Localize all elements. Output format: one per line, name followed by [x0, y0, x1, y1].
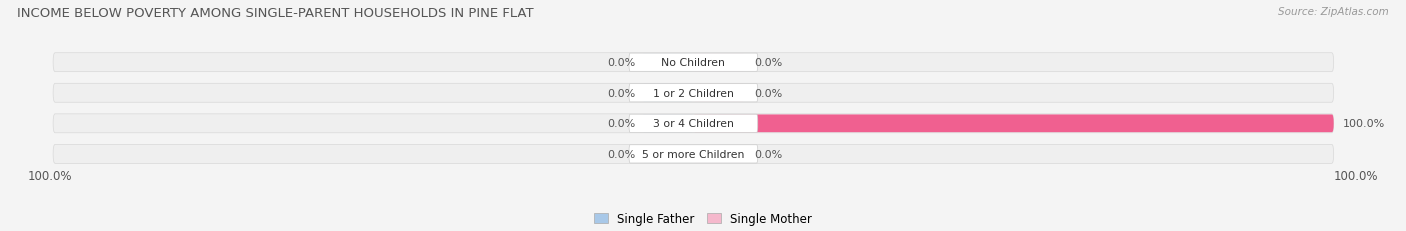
FancyBboxPatch shape: [693, 145, 745, 163]
FancyBboxPatch shape: [53, 84, 1334, 103]
Text: 0.0%: 0.0%: [754, 149, 783, 159]
FancyBboxPatch shape: [693, 54, 745, 72]
Text: 0.0%: 0.0%: [607, 119, 636, 129]
FancyBboxPatch shape: [628, 54, 758, 72]
Text: INCOME BELOW POVERTY AMONG SINGLE-PARENT HOUSEHOLDS IN PINE FLAT: INCOME BELOW POVERTY AMONG SINGLE-PARENT…: [17, 7, 533, 20]
Text: 100.0%: 100.0%: [28, 170, 72, 182]
Text: 0.0%: 0.0%: [754, 88, 783, 98]
Text: 5 or more Children: 5 or more Children: [643, 149, 745, 159]
Text: 0.0%: 0.0%: [607, 88, 636, 98]
FancyBboxPatch shape: [628, 115, 758, 133]
FancyBboxPatch shape: [643, 145, 693, 163]
Text: 0.0%: 0.0%: [607, 58, 636, 68]
FancyBboxPatch shape: [53, 145, 1334, 164]
FancyBboxPatch shape: [643, 85, 693, 102]
Text: No Children: No Children: [661, 58, 725, 68]
Text: Source: ZipAtlas.com: Source: ZipAtlas.com: [1278, 7, 1389, 17]
FancyBboxPatch shape: [53, 54, 1334, 72]
FancyBboxPatch shape: [53, 114, 1334, 133]
Text: 100.0%: 100.0%: [1334, 170, 1378, 182]
Legend: Single Father, Single Mother: Single Father, Single Mother: [589, 208, 817, 230]
FancyBboxPatch shape: [643, 115, 693, 133]
Text: 0.0%: 0.0%: [607, 149, 636, 159]
Text: 100.0%: 100.0%: [1343, 119, 1385, 129]
FancyBboxPatch shape: [693, 115, 1334, 133]
Text: 3 or 4 Children: 3 or 4 Children: [652, 119, 734, 129]
FancyBboxPatch shape: [628, 145, 758, 163]
FancyBboxPatch shape: [693, 85, 745, 102]
FancyBboxPatch shape: [643, 54, 693, 72]
FancyBboxPatch shape: [628, 84, 758, 102]
Text: 1 or 2 Children: 1 or 2 Children: [652, 88, 734, 98]
Text: 0.0%: 0.0%: [754, 58, 783, 68]
